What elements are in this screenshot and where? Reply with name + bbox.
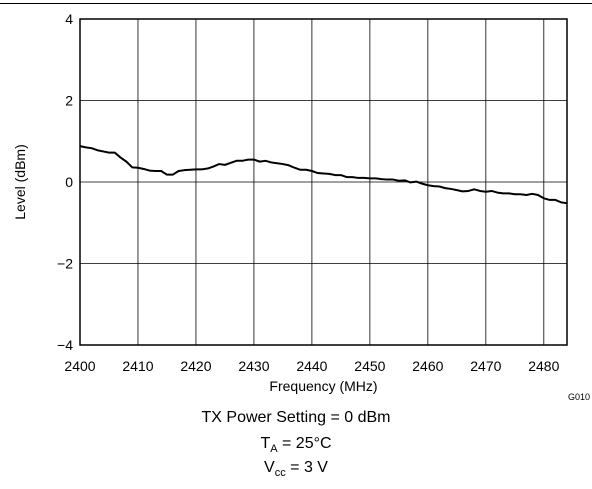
y-tick-label: −2 [57,256,73,272]
chart: 4 2 0 −2 −4 2400 2410 2420 2430 2440 2450 2460 2470… [0,3,592,402]
x-tick-label: 2480 [528,358,559,374]
x-tick-label: 2410 [122,358,153,374]
y-tick-label: 2 [65,93,73,109]
y-tick-label: 0 [65,174,73,190]
y-tick-label: −4 [57,337,73,353]
y-axis-title: Level (dBm) [12,144,28,219]
y-axis-ticks: 4 2 0 −2 −4 [57,11,73,353]
supply-voltage-condition: Vcc = 3 V [0,458,592,483]
vcc-value: = 3 V [285,459,328,476]
x-tick-label: 2460 [412,358,443,374]
figure-code: G010 [568,392,590,402]
y-tick-label: 4 [65,11,73,27]
vcc-symbol: V [264,459,275,476]
x-tick-label: 2440 [296,358,327,374]
x-axis-ticks: 2400 2410 2420 2430 2440 2450 2460 2470 2480 [64,358,559,374]
series-line [79,145,568,205]
ta-value: = 25°C [277,435,332,452]
x-tick-label: 2420 [180,358,211,374]
vcc-subscript: cc [274,467,286,480]
x-tick-label: 2470 [470,358,501,374]
tx-power-condition: TX Power Setting = 0 dBm [201,409,391,426]
ta-symbol: T [260,435,271,452]
grid [80,19,567,345]
x-tick-label: 2430 [238,358,269,374]
plot-frame [79,18,568,346]
ta-subscript: A [270,443,278,456]
x-tick-label: 2450 [354,358,385,374]
x-axis-title: Frequency (MHz) [269,378,377,394]
x-tick-label: 2400 [64,358,95,374]
temperature-condition: TA = 25°C [0,434,592,459]
